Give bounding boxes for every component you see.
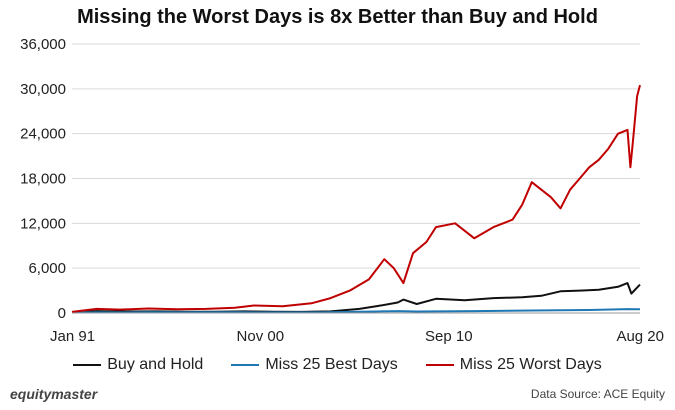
legend-label: Miss 25 Worst Days bbox=[459, 356, 602, 373]
legend-item: Miss 25 Best Days bbox=[231, 356, 398, 374]
line-chart: 0 6,000 12,000 18,000 24,000 30,000 36,000 Jan… bbox=[20, 36, 664, 345]
series-line-miss-25-best-days bbox=[71, 308, 641, 314]
brand-logo: equitymaster bbox=[10, 386, 98, 402]
data-source-note: Data Source: ACE Equity bbox=[530, 387, 665, 401]
series-lines bbox=[71, 84, 641, 314]
x-axis-ticks: Jan 91 Nov 00 Sep 10 Aug 20 bbox=[50, 328, 664, 345]
y-tick-label: 24,000 bbox=[20, 126, 66, 143]
legend-label: Buy and Hold bbox=[107, 356, 204, 373]
legend-swatch bbox=[231, 364, 260, 366]
y-tick-label: 0 bbox=[58, 305, 66, 322]
legend-swatch bbox=[73, 364, 102, 366]
x-tick-label: Nov 00 bbox=[237, 328, 285, 345]
y-tick-label: 6,000 bbox=[28, 260, 66, 277]
y-tick-label: 18,000 bbox=[20, 171, 66, 188]
x-tick-label: Sep 10 bbox=[425, 328, 473, 345]
y-tick-label: 30,000 bbox=[20, 81, 66, 98]
legend-label: Miss 25 Best Days bbox=[265, 356, 398, 373]
y-tick-label: 36,000 bbox=[20, 36, 66, 53]
legend-item: Miss 25 Worst Days bbox=[425, 356, 602, 374]
y-tick-label: 12,000 bbox=[20, 215, 66, 232]
y-axis-ticks: 0 6,000 12,000 18,000 24,000 30,000 36,000 bbox=[20, 36, 66, 322]
grid-lines bbox=[72, 43, 640, 314]
series-line-miss-25-worst-days bbox=[71, 84, 641, 313]
legend-item: Buy and Hold bbox=[73, 356, 203, 374]
legend-swatch bbox=[425, 364, 454, 366]
x-tick-label: Aug 20 bbox=[616, 328, 664, 345]
chart-title: Missing the Worst Days is 8x Better than… bbox=[77, 6, 598, 28]
legend: Buy and Hold Miss 25 Best Days Miss 25 Wor… bbox=[0, 356, 675, 374]
x-tick-label: Jan 91 bbox=[50, 328, 95, 345]
